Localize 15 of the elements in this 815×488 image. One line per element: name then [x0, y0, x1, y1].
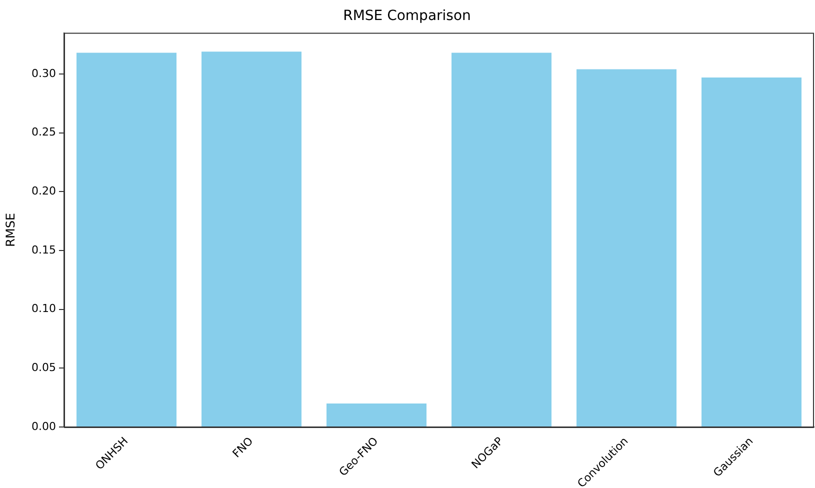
bar: [326, 403, 426, 426]
bar: [76, 52, 176, 426]
y-tick-label: 0.15: [32, 243, 56, 256]
bar: [452, 52, 552, 426]
bar: [576, 69, 676, 426]
y-tick-label: 0.30: [32, 66, 56, 80]
chart-title: RMSE Comparison: [343, 8, 471, 24]
bar: [202, 52, 302, 426]
y-tick-label: 0.25: [32, 126, 56, 139]
y-tick-label: 0.05: [32, 361, 56, 374]
y-tick-label: 0.20: [32, 184, 56, 198]
y-tick-label: 0.00: [32, 420, 56, 433]
y-tick-label: 0.10: [32, 302, 56, 316]
y-axis-title: RMSE: [3, 212, 18, 247]
bar: [702, 78, 802, 426]
